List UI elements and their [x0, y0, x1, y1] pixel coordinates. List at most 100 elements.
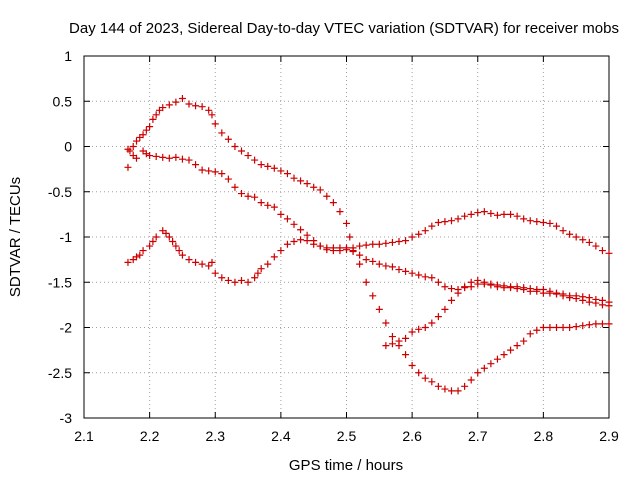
data-point-marker: [165, 101, 173, 109]
data-point-marker: [539, 324, 547, 331]
data-point-marker: [205, 262, 213, 270]
data-point-marker: [500, 210, 508, 218]
data-point-marker: [244, 152, 252, 160]
data-point-marker: [513, 212, 521, 220]
data-point-marker: [124, 145, 132, 153]
data-point-marker: [388, 340, 396, 348]
data-point-marker: [448, 285, 455, 293]
data-point-marker: [598, 247, 606, 255]
y-tick-label: -3: [60, 410, 73, 426]
data-point-marker: [566, 324, 574, 331]
data-point-marker: [421, 324, 429, 331]
data-point-marker: [382, 342, 390, 350]
data-point-marker: [323, 192, 331, 200]
data-point-marker: [257, 161, 265, 169]
data-point-marker: [149, 238, 157, 246]
data-point-marker: [297, 236, 305, 244]
data-point-marker: [336, 244, 344, 252]
data-point-marker: [382, 319, 390, 327]
data-point-marker: [198, 166, 206, 174]
data-point-marker: [218, 129, 226, 137]
data-point-marker: [165, 233, 173, 241]
data-point-marker: [408, 328, 416, 336]
data-point-marker: [264, 260, 272, 268]
data-point-marker: [572, 233, 580, 241]
data-point-marker: [349, 244, 357, 252]
data-point-marker: [369, 292, 377, 300]
data-point-marker: [254, 269, 262, 277]
data-point-marker: [303, 180, 311, 188]
data-point-marker: [474, 276, 482, 284]
data-point-marker: [572, 292, 580, 300]
data-point-marker: [238, 190, 245, 198]
data-point-marker: [415, 325, 423, 333]
data-point-marker: [448, 387, 455, 395]
data-point-marker: [500, 282, 508, 290]
chart-title: Day 144 of 2023, Sidereal Day-to-day VTE…: [69, 20, 619, 37]
data-point-marker: [421, 273, 429, 281]
data-point-marker: [290, 220, 298, 228]
data-point-marker: [172, 98, 180, 106]
data-point-marker: [520, 284, 528, 292]
data-point-marker: [124, 163, 132, 171]
data-point-marker: [546, 324, 554, 331]
x-tick-label: 2.1: [74, 428, 94, 444]
data-point-marker: [526, 285, 534, 293]
data-point-marker: [566, 292, 574, 300]
data-point-marker: [310, 183, 318, 191]
data-point-marker: [192, 161, 200, 169]
data-point-marker: [224, 135, 232, 143]
data-point-marker: [270, 203, 278, 211]
y-tick-label: -1.5: [48, 274, 72, 290]
y-tick-label: 0.5: [53, 93, 73, 109]
x-tick-label: 2.8: [534, 428, 554, 444]
data-point-marker: [402, 334, 410, 342]
data-point-marker: [329, 244, 337, 252]
data-point-marker: [205, 167, 213, 175]
data-point-marker: [461, 382, 469, 390]
data-point-marker: [270, 253, 278, 261]
data-point-marker: [566, 230, 574, 238]
data-point-marker: [238, 276, 245, 284]
data-point-marker: [277, 167, 285, 175]
data-point-marker: [375, 260, 383, 268]
data-point-marker: [297, 226, 305, 234]
data-point-marker: [231, 183, 239, 191]
data-point-marker: [579, 322, 587, 330]
data-point-marker: [415, 230, 423, 238]
data-point-marker: [346, 233, 354, 241]
data-point-marker: [579, 236, 587, 244]
data-point-marker: [251, 274, 259, 282]
data-point-marker: [533, 218, 541, 226]
data-point-marker: [441, 218, 449, 226]
data-point-marker: [152, 111, 160, 119]
data-point-marker: [598, 320, 606, 328]
data-point-marker: [162, 229, 170, 237]
data-point-marker: [408, 269, 416, 277]
data-point-marker: [408, 233, 416, 241]
data-point-marker: [546, 219, 554, 227]
data-point-marker: [493, 211, 501, 219]
data-point-marker: [224, 175, 232, 183]
data-point-marker: [382, 239, 390, 247]
data-point-marker: [585, 321, 593, 329]
data-point-marker: [231, 143, 239, 150]
data-point-marker: [270, 164, 278, 172]
y-axis-label: SDTVAR / TECUs: [7, 177, 24, 297]
data-point-marker: [124, 258, 132, 266]
data-point-marker: [231, 278, 239, 286]
data-point-marker: [146, 123, 154, 131]
data-point-marker: [211, 269, 219, 277]
x-tick-label: 2.2: [140, 428, 160, 444]
data-point-marker: [218, 170, 226, 178]
data-point-marker: [388, 238, 396, 246]
data-point-marker: [421, 227, 429, 235]
data-point-marker: [434, 313, 442, 321]
data-point-marker: [208, 111, 216, 119]
data-point-marker: [375, 305, 383, 313]
series-group: [124, 208, 613, 286]
data-point-marker: [218, 274, 226, 282]
data-point-marker: [480, 208, 488, 216]
x-axis-label: GPS time / hours: [289, 457, 403, 474]
